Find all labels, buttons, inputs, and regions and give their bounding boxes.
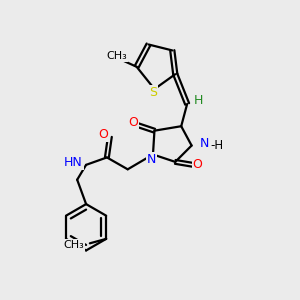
Text: O: O xyxy=(193,158,202,171)
Text: HN: HN xyxy=(64,156,82,169)
Text: O: O xyxy=(128,116,138,129)
Text: CH₃: CH₃ xyxy=(64,240,85,250)
Text: S: S xyxy=(149,86,157,99)
Text: H: H xyxy=(194,94,203,107)
Text: N: N xyxy=(200,137,209,150)
Text: -H: -H xyxy=(210,139,223,152)
Text: CH₃: CH₃ xyxy=(106,51,127,61)
Text: N: N xyxy=(147,153,156,166)
Text: O: O xyxy=(98,128,108,141)
